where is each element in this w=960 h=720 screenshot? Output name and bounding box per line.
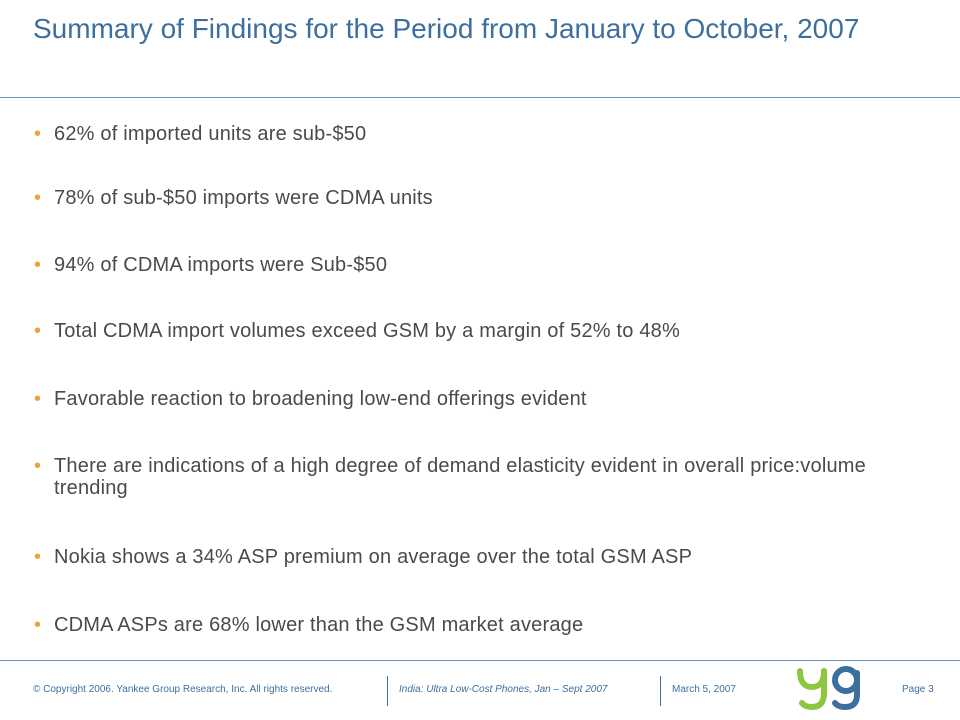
list-item: • Total CDMA import volumes exceed GSM b… <box>34 320 924 342</box>
list-item: • 62% of imported units are sub-$50 <box>34 123 924 145</box>
yankee-group-logo-icon <box>797 666 860 711</box>
bullet-text: CDMA ASPs are 68% lower than the GSM mar… <box>54 614 584 636</box>
report-date: March 5, 2007 <box>672 684 736 695</box>
footer: © Copyright 2006. Yankee Group Research,… <box>0 661 960 720</box>
bullet-dot-icon: • <box>34 254 42 276</box>
copyright-text: © Copyright 2006. Yankee Group Research,… <box>33 684 333 695</box>
page-number: Page 3 <box>902 684 934 695</box>
list-item: • Nokia shows a 34% ASP premium on avera… <box>34 546 924 568</box>
list-item: • 78% of sub-$50 imports were CDMA units <box>34 187 924 209</box>
list-item: • CDMA ASPs are 68% lower than the GSM m… <box>34 614 924 636</box>
report-title: India: Ultra Low-Cost Phones, Jan – Sept… <box>399 684 608 695</box>
bullet-dot-icon: • <box>34 187 42 209</box>
bullet-text: Nokia shows a 34% ASP premium on average… <box>54 546 693 568</box>
bullet-dot-icon: • <box>34 614 42 636</box>
bullet-dot-icon: • <box>34 320 42 342</box>
bullet-text: Total CDMA import volumes exceed GSM by … <box>54 320 680 342</box>
bullet-dot-icon: • <box>34 388 42 410</box>
footer-divider <box>0 660 960 661</box>
bullet-dot-icon: • <box>34 455 42 477</box>
slide-title: Summary of Findings for the Period from … <box>33 13 860 44</box>
footer-separator <box>660 676 661 706</box>
bullet-text: 94% of CDMA imports were Sub-$50 <box>54 254 388 276</box>
bullet-dot-icon: • <box>34 546 42 568</box>
bullet-text: 62% of imported units are sub-$50 <box>54 123 367 145</box>
title-divider <box>0 97 960 98</box>
list-item: • 94% of CDMA imports were Sub-$50 <box>34 254 924 276</box>
list-item: • There are indications of a high degree… <box>34 455 924 499</box>
footer-separator <box>387 676 388 706</box>
bullet-text: There are indications of a high degree o… <box>54 455 866 499</box>
bullet-text: Favorable reaction to broadening low-end… <box>54 388 587 410</box>
list-item: • Favorable reaction to broadening low-e… <box>34 388 924 410</box>
bullet-text: 78% of sub-$50 imports were CDMA units <box>54 187 433 209</box>
bullet-dot-icon: • <box>34 123 42 145</box>
